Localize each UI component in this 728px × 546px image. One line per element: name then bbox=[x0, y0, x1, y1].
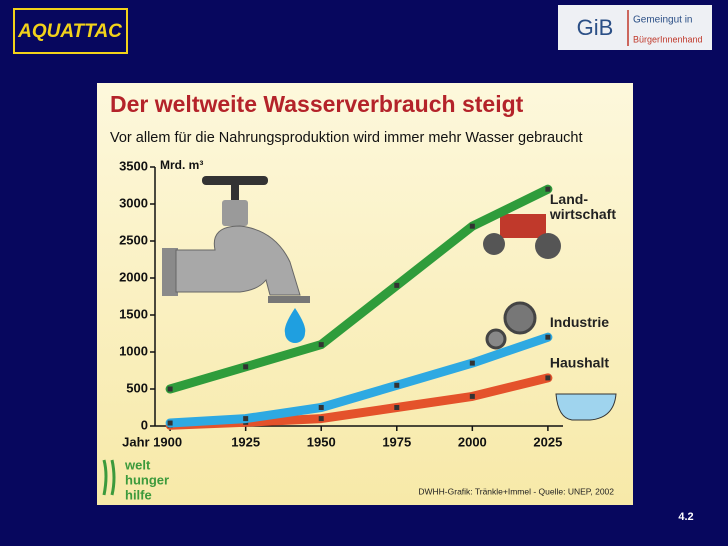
logo-right-box bbox=[558, 5, 712, 50]
y-axis-label: Mrd. m³ bbox=[160, 158, 203, 172]
series-line bbox=[165, 184, 553, 394]
data-point bbox=[167, 386, 173, 392]
data-point bbox=[394, 405, 400, 410]
chart-panel bbox=[97, 83, 633, 505]
logo-left: AQUATTAC bbox=[17, 21, 122, 42]
logo-left-box bbox=[13, 8, 128, 54]
series-label: Land-wirtschaft bbox=[549, 191, 616, 222]
data-point bbox=[243, 364, 249, 370]
publisher-word: hunger bbox=[125, 472, 169, 487]
y-tick-label: 1000 bbox=[119, 343, 148, 358]
data-point bbox=[469, 393, 475, 399]
y-tick-label: 3500 bbox=[119, 158, 148, 173]
logo-right-line2: BürgerInnenhand bbox=[633, 34, 703, 44]
x-tick-label: 2025 bbox=[533, 434, 562, 449]
chart-subtitle: Vor allem für die Nahrungsproduktion wir… bbox=[110, 130, 583, 146]
data-point bbox=[469, 360, 475, 366]
series-label: Haushalt bbox=[550, 355, 609, 371]
publisher-logo bbox=[102, 459, 116, 496]
data-point bbox=[318, 416, 324, 422]
logo-right-short: GiB bbox=[577, 15, 614, 40]
y-tick-label: 2500 bbox=[119, 232, 148, 247]
source-note: DWHH-Grafik: Tränkle+Immel - Quelle: UNE… bbox=[418, 486, 614, 496]
tractor-icon bbox=[483, 214, 561, 259]
bathtub-icon bbox=[555, 393, 617, 421]
publisher-word: hilfe bbox=[125, 487, 152, 502]
y-tick-label: 500 bbox=[126, 380, 148, 395]
x-tick-label: 1975 bbox=[382, 434, 411, 449]
publisher-word: welt bbox=[124, 457, 151, 472]
data-point bbox=[394, 282, 400, 288]
series-label: Industrie bbox=[550, 314, 609, 330]
data-point bbox=[318, 405, 324, 410]
y-tick-label: 2000 bbox=[119, 269, 148, 284]
gear-icon bbox=[485, 301, 537, 350]
data-point bbox=[318, 342, 324, 348]
x-tick-label: Jahr 1900 bbox=[122, 434, 182, 449]
series-line bbox=[165, 332, 553, 428]
data-point bbox=[469, 223, 475, 229]
data-point bbox=[394, 382, 400, 388]
x-tick-label: 2000 bbox=[458, 434, 487, 449]
y-tick-label: 0 bbox=[141, 417, 148, 432]
data-point bbox=[545, 334, 551, 340]
data-point bbox=[545, 186, 551, 192]
series-label-line: Land- bbox=[550, 191, 588, 207]
x-tick-label: 1925 bbox=[231, 434, 260, 449]
data-point bbox=[243, 416, 249, 422]
y-tick-label: 1500 bbox=[119, 306, 148, 321]
data-point bbox=[545, 375, 551, 381]
x-tick-label: 1950 bbox=[307, 434, 336, 449]
series-label-line: wirtschaft bbox=[549, 206, 616, 222]
chart-title: Der weltweite Wasserverbrauch steigt bbox=[110, 91, 524, 117]
data-point bbox=[167, 420, 173, 426]
logo-right-line1: Gemeingut in bbox=[633, 15, 692, 26]
slide-number: 4.2 bbox=[678, 511, 693, 523]
y-tick-label: 3000 bbox=[119, 195, 148, 210]
faucet-icon bbox=[162, 176, 310, 343]
